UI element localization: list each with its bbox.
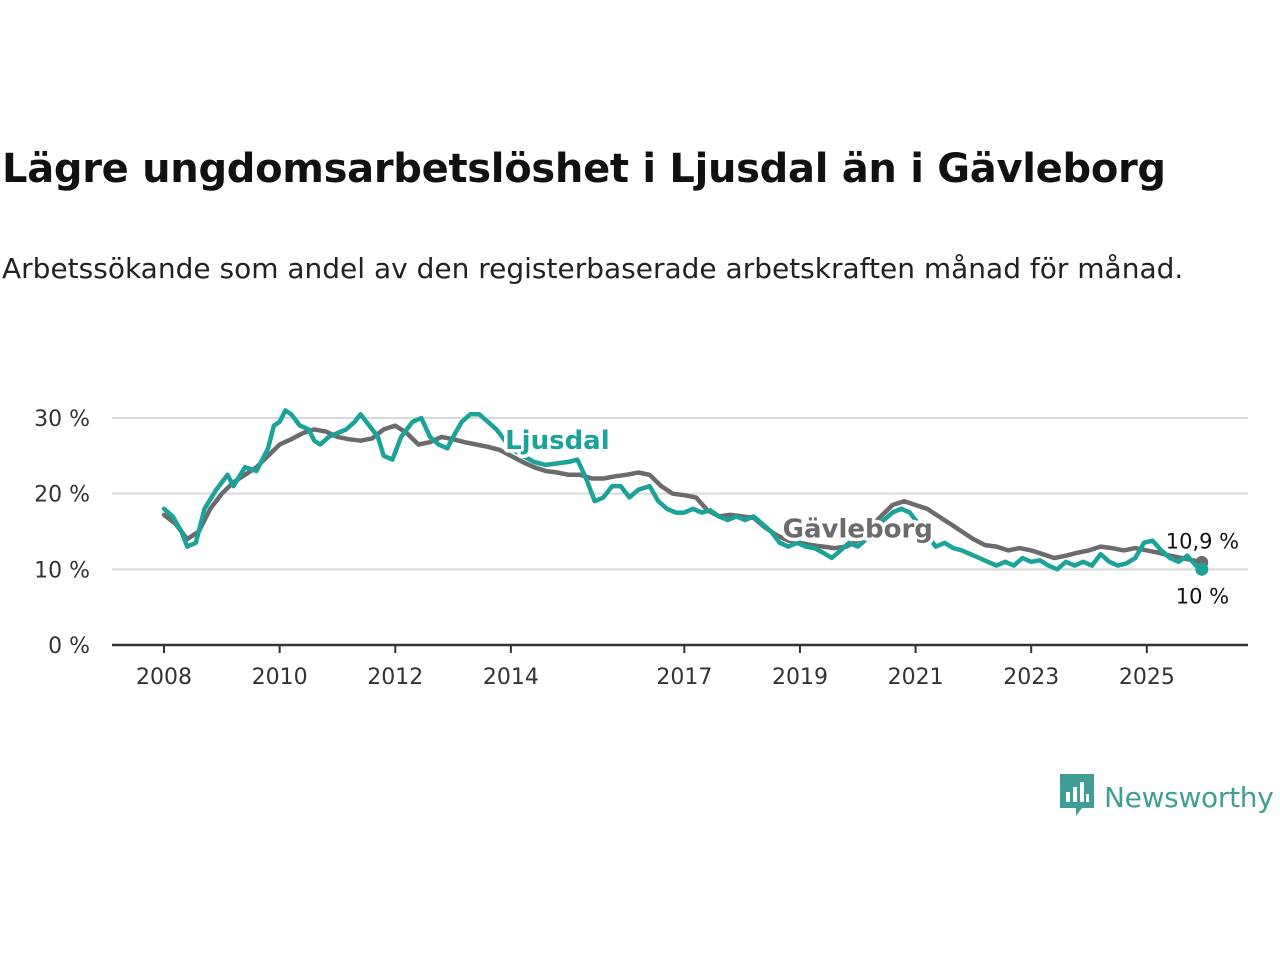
series-labels: Ljusdal Gävleborg 10,9 % 10 % <box>502 423 1243 612</box>
x-tick-label: 2012 <box>367 665 423 690</box>
chart-subtitle: Arbetssökande som andel av den registerb… <box>2 252 1184 285</box>
end-label-gavleborg: 10,9 % <box>1166 530 1239 554</box>
x-tick-label: 2014 <box>483 665 539 690</box>
series-line-ljusdal <box>161 408 1205 572</box>
x-tick-label: 2023 <box>1003 665 1059 690</box>
y-tick-label: 0 % <box>48 634 90 659</box>
y-tick-label: 30 % <box>34 407 90 432</box>
series-line-gavleborg <box>161 423 1205 565</box>
y-tick-label: 10 % <box>34 558 90 583</box>
series-lines <box>161 408 1209 576</box>
y-tick-label: 20 % <box>34 483 90 508</box>
newsworthy-brand[interactable]: Newsworthy <box>1058 772 1274 822</box>
line-chart: 0 % 10 % 20 % 30 % 2008 2010 2012 2014 2017 2019 2… <box>34 407 1248 690</box>
axes: 0 % 10 % 20 % 30 % 2008 2010 2012 2014 2017 2019 2… <box>34 407 1248 690</box>
x-tick-label: 2021 <box>888 665 944 690</box>
end-point-ljusdal <box>1195 562 1209 576</box>
x-tick-label: 2010 <box>252 665 308 690</box>
x-tick-label: 2008 <box>136 665 192 690</box>
newsworthy-logo-icon <box>1058 772 1096 822</box>
x-tick-label: 2019 <box>772 665 828 690</box>
x-tick-label: 2017 <box>656 665 712 690</box>
x-tick-label: 2025 <box>1119 665 1175 690</box>
newsworthy-wordmark: Newsworthy <box>1104 780 1274 814</box>
series-label-ljusdal: Ljusdal <box>505 426 610 456</box>
end-label-ljusdal: 10 % <box>1176 584 1229 608</box>
chart-title: Lägre ungdomsarbetslöshet i Ljusdal än i… <box>2 146 1166 192</box>
series-label-gavleborg: Gävleborg <box>783 515 933 545</box>
